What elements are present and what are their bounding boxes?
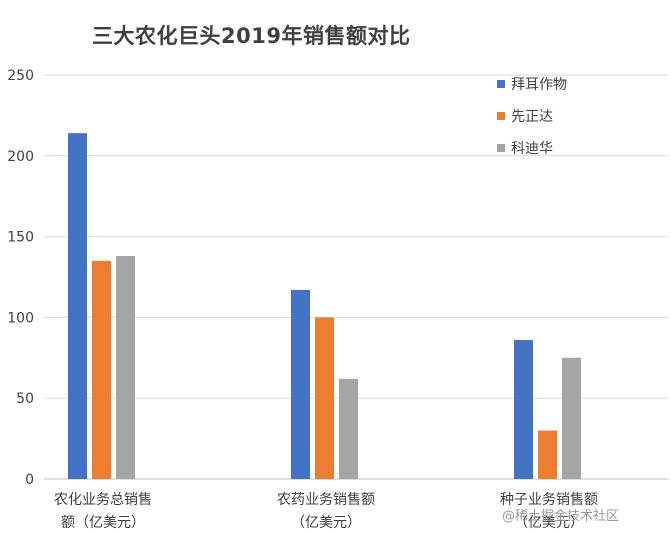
bar-1-3 bbox=[514, 340, 533, 479]
legend-swatch bbox=[497, 112, 505, 120]
x-tick-label: （亿美元） bbox=[291, 515, 361, 531]
x-tick-label: （亿美元） bbox=[514, 515, 584, 531]
x-tick-label: 农药业务销售额 bbox=[277, 492, 375, 508]
y-tick-label: 0 bbox=[25, 472, 34, 488]
legend-label: 拜耳作物 bbox=[511, 77, 567, 93]
legend-label: 科迪华 bbox=[511, 141, 553, 157]
legend-swatch bbox=[497, 144, 505, 152]
y-tick-label: 100 bbox=[7, 310, 34, 326]
y-tick-label: 150 bbox=[7, 230, 34, 246]
bar-3-2 bbox=[339, 378, 358, 479]
bar-1-2 bbox=[291, 289, 310, 479]
bar-2-2 bbox=[315, 317, 334, 479]
watermark: @稀土掘金技术社区 bbox=[502, 509, 620, 524]
y-tick-label: 250 bbox=[7, 68, 34, 84]
bar-2-1 bbox=[92, 260, 111, 479]
y-tick-label: 50 bbox=[16, 391, 34, 407]
bar-2-3 bbox=[538, 430, 557, 479]
y-tick-label: 200 bbox=[7, 149, 34, 165]
chart-title: 三大农化巨头2019年销售额对比 bbox=[92, 24, 411, 48]
bar-1-1 bbox=[68, 133, 87, 479]
bars bbox=[68, 133, 581, 479]
x-tick-label: 额（亿美元） bbox=[61, 515, 145, 531]
bar-3-1 bbox=[116, 255, 135, 479]
legend-label: 先正达 bbox=[511, 109, 553, 125]
x-tick-label: 农化业务总销售 bbox=[54, 492, 152, 508]
legend-swatch bbox=[497, 80, 505, 88]
bar-3-3 bbox=[562, 357, 581, 479]
x-tick-label: 种子业务销售额 bbox=[500, 492, 598, 508]
y-axis: 0 50 100 150 200 250 bbox=[7, 68, 34, 488]
